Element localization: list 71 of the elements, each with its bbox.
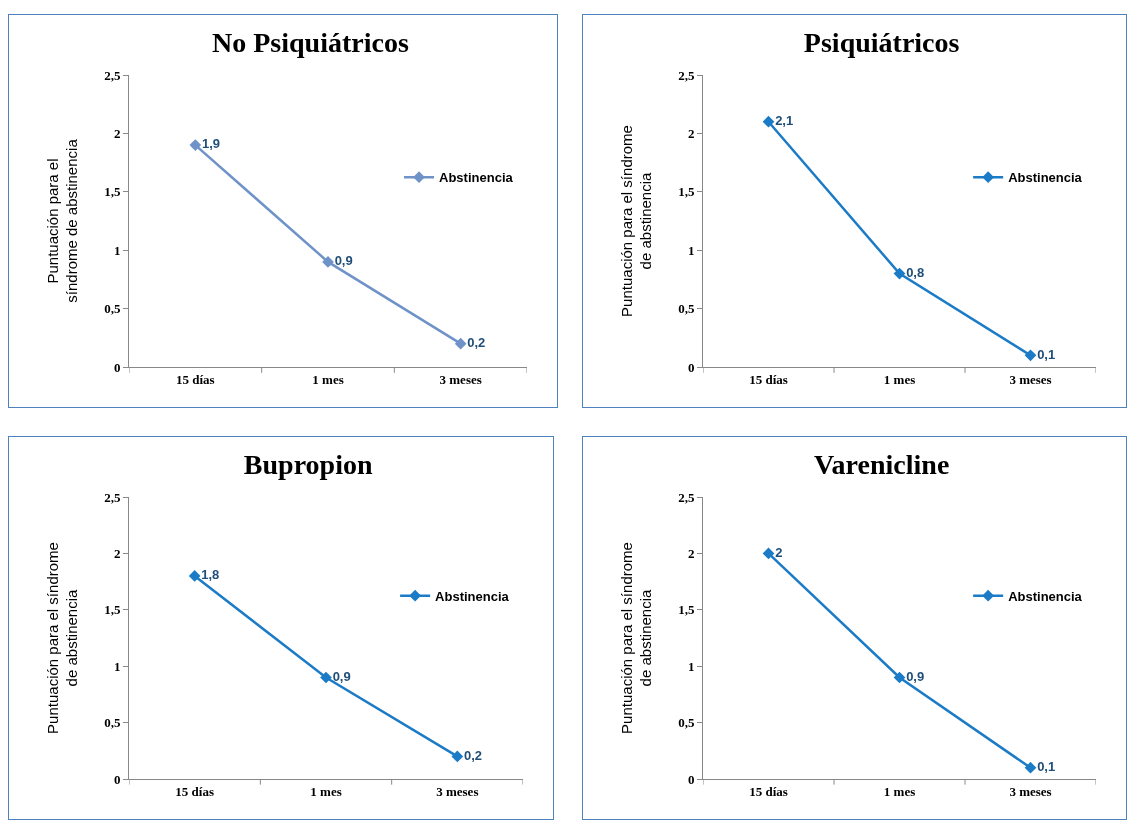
point xyxy=(893,671,906,684)
point xyxy=(893,267,906,280)
y-tick-label: 2,5 xyxy=(104,489,121,505)
y-tick-label: 1,5 xyxy=(678,184,695,200)
data-label: 0,1 xyxy=(1037,346,1056,362)
y-axis-title: Puntuación para el síndrome de abstinencia xyxy=(617,125,655,317)
legend-label: Abstinencia xyxy=(439,170,514,186)
chart-title: Varenicline xyxy=(813,448,950,480)
y-tick-label: 0 xyxy=(687,359,695,375)
y-tick-label: 0,5 xyxy=(104,301,121,317)
x-tick-label: 3 meses xyxy=(436,783,479,799)
x-tick-label: 1 mes xyxy=(312,371,344,387)
y-tick-label: 2,5 xyxy=(104,67,121,83)
chart-title: No Psiquiátricos xyxy=(212,27,409,59)
data-label: 1,9 xyxy=(201,136,221,152)
data-label: 0,2 xyxy=(467,334,486,350)
x-tick-label: 1 mes xyxy=(310,783,342,799)
y-axis-title: Puntuación para el síndrome de abstinencia xyxy=(617,542,655,734)
x-tick-label: 3 meses xyxy=(1009,371,1052,387)
data-label: 0,1 xyxy=(1037,758,1056,774)
data-label: 1,8 xyxy=(201,567,220,583)
point xyxy=(454,337,467,350)
point xyxy=(1024,349,1037,362)
x-tick-label: 1 mes xyxy=(883,371,916,387)
point xyxy=(320,671,332,684)
point xyxy=(762,115,775,128)
x-tick-label: 3 meses xyxy=(1009,783,1052,799)
y-axis-title: Puntuación para el síndrome de abstinencia xyxy=(43,138,81,303)
data-label: 0,2 xyxy=(463,747,483,763)
y-tick-label: 1,5 xyxy=(104,184,121,200)
y-tick-label: 1 xyxy=(113,242,121,258)
y-tick-label: 2,5 xyxy=(678,67,695,83)
legend-label: Abstinencia xyxy=(435,588,510,604)
x-tick-label: 15 días xyxy=(749,371,788,387)
y-axis-title: Puntuación para el síndrome de abstinencia xyxy=(43,542,81,734)
y-tick-label: 2 xyxy=(113,545,121,561)
y-tick-label: 0,5 xyxy=(678,715,695,731)
y-tick-label: 1,5 xyxy=(104,602,121,618)
chart-title: Psiquiátricos xyxy=(803,27,960,59)
point xyxy=(189,139,202,151)
x-tick-label: 15 días xyxy=(749,783,788,799)
x-tick-label: 3 meses xyxy=(439,371,482,387)
y-tick-label: 2,5 xyxy=(678,489,695,505)
y-tick-label: 0,5 xyxy=(678,301,695,317)
data-label: 2 xyxy=(775,544,783,560)
point xyxy=(188,570,201,582)
y-tick-label: 1 xyxy=(113,658,121,674)
x-tick-label: 1 mes xyxy=(883,783,916,799)
data-label: 0,8 xyxy=(906,264,925,280)
x-tick-label: 15 días xyxy=(176,371,215,387)
y-tick-label: 2 xyxy=(113,125,121,141)
y-tick-label: 0 xyxy=(113,359,121,375)
legend-label: Abstinencia xyxy=(1008,588,1083,604)
data-label: 0,9 xyxy=(906,668,925,684)
point xyxy=(762,547,775,560)
y-tick-label: 1 xyxy=(687,242,695,258)
chart-title: Bupropion xyxy=(243,448,373,480)
y-tick-label: 2 xyxy=(687,125,695,141)
y-tick-label: 0 xyxy=(687,771,695,787)
y-tick-label: 0 xyxy=(113,771,121,787)
data-label: 0,9 xyxy=(334,253,353,269)
y-tick-label: 0,5 xyxy=(104,715,121,731)
data-label: 0,9 xyxy=(332,668,351,684)
point xyxy=(1024,761,1037,774)
legend-label: Abstinencia xyxy=(1008,170,1083,186)
y-tick-label: 2 xyxy=(687,545,695,561)
y-tick-label: 1 xyxy=(687,658,695,674)
x-tick-label: 15 días xyxy=(175,783,214,799)
data-label: 2,1 xyxy=(775,112,794,128)
y-tick-label: 1,5 xyxy=(678,602,695,618)
point xyxy=(451,750,464,763)
